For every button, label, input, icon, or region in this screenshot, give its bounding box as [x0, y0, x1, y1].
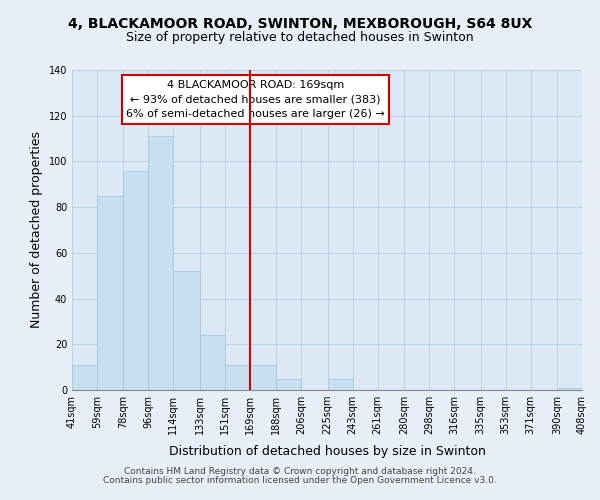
- Text: 4, BLACKAMOOR ROAD, SWINTON, MEXBOROUGH, S64 8UX: 4, BLACKAMOOR ROAD, SWINTON, MEXBOROUGH,…: [68, 18, 532, 32]
- Bar: [225, 365, 250, 390]
- Bar: [124, 170, 148, 390]
- Bar: [97, 196, 124, 390]
- X-axis label: Distribution of detached houses by size in Swinton: Distribution of detached houses by size …: [169, 446, 485, 458]
- Text: Contains public sector information licensed under the Open Government Licence v3: Contains public sector information licen…: [103, 476, 497, 485]
- Bar: [200, 335, 225, 390]
- Text: Contains HM Land Registry data © Crown copyright and database right 2024.: Contains HM Land Registry data © Crown c…: [124, 467, 476, 476]
- Bar: [557, 388, 582, 390]
- Bar: [276, 378, 301, 390]
- Bar: [148, 136, 173, 390]
- Bar: [328, 378, 353, 390]
- Bar: [72, 365, 97, 390]
- Bar: [173, 271, 200, 390]
- Y-axis label: Number of detached properties: Number of detached properties: [30, 132, 43, 328]
- Text: 4 BLACKAMOOR ROAD: 169sqm
← 93% of detached houses are smaller (383)
6% of semi-: 4 BLACKAMOOR ROAD: 169sqm ← 93% of detac…: [126, 80, 385, 119]
- Bar: [250, 365, 276, 390]
- Text: Size of property relative to detached houses in Swinton: Size of property relative to detached ho…: [126, 31, 474, 44]
